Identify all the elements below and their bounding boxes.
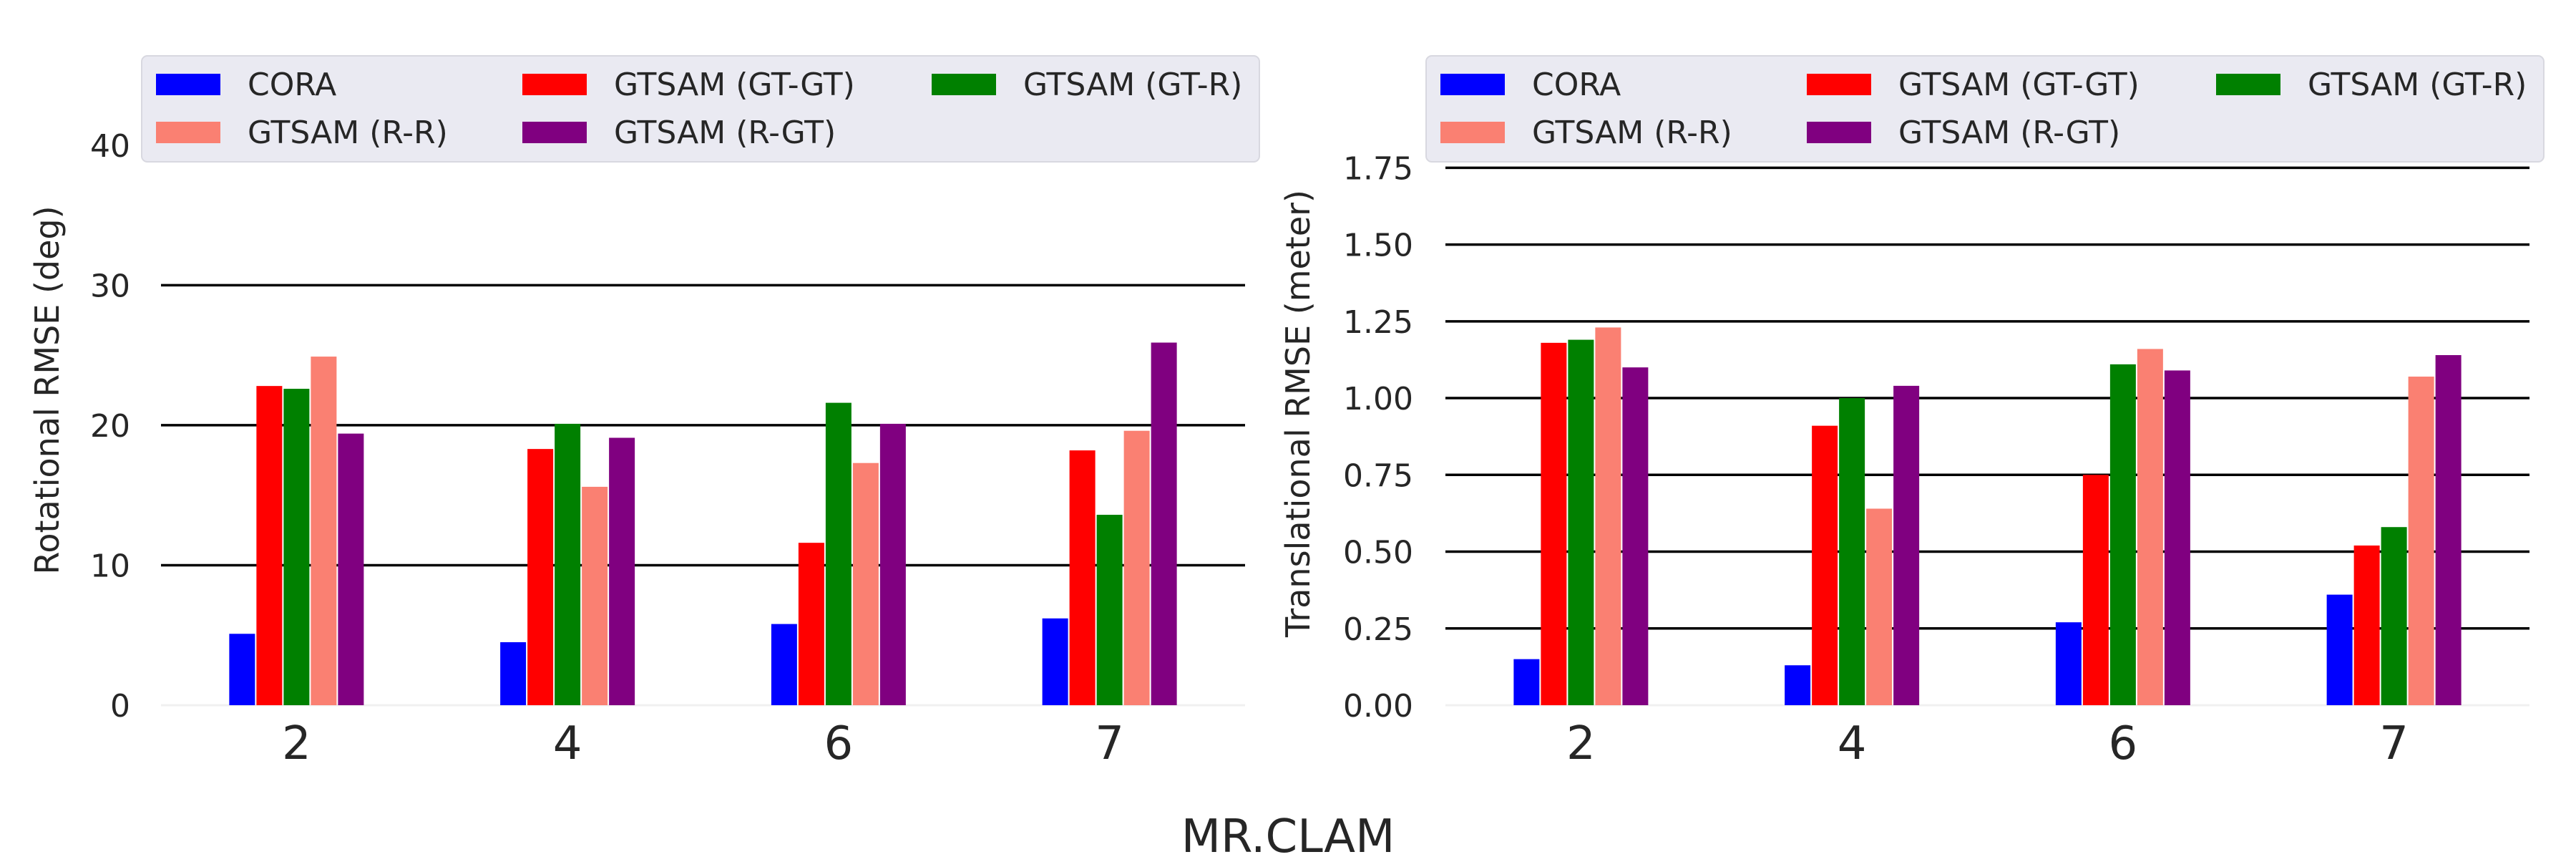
bar xyxy=(555,423,581,705)
legend-label: GTSAM (R-R) xyxy=(248,115,448,151)
bar xyxy=(2055,622,2082,705)
bar xyxy=(825,402,852,705)
y-tick-label: 0.50 xyxy=(1343,535,1413,571)
legend-label: CORA xyxy=(1532,67,1621,103)
bar xyxy=(2381,527,2407,705)
x-tick-label: 6 xyxy=(2109,717,2138,770)
bar xyxy=(1151,342,1177,705)
legend-swatch xyxy=(156,122,220,143)
legend-label: GTSAM (R-GT) xyxy=(614,115,836,151)
legend-swatch xyxy=(1440,122,1505,143)
legend-swatch xyxy=(932,74,996,95)
bar xyxy=(609,437,635,705)
bar xyxy=(1866,508,1893,705)
bar xyxy=(1595,327,1621,705)
bar xyxy=(1568,339,1594,705)
x-tick-label: 2 xyxy=(1566,717,1596,770)
bar xyxy=(1785,665,1811,705)
legend-swatch xyxy=(2216,74,2280,95)
bar xyxy=(1042,618,1068,705)
bar xyxy=(229,634,255,705)
y-tick-label: 0.25 xyxy=(1343,611,1413,648)
legend-label: GTSAM (GT-GT) xyxy=(1898,67,2140,103)
bar xyxy=(2435,355,2462,705)
bar xyxy=(771,624,797,705)
bar xyxy=(338,433,364,705)
bar xyxy=(1541,342,1567,705)
legend-label: GTSAM (R-R) xyxy=(1532,115,1732,151)
figure-xlabel: MR.CLAM xyxy=(1181,810,1395,859)
bar xyxy=(1123,430,1150,705)
y-tick-label: 40 xyxy=(90,128,130,165)
x-tick-label: 4 xyxy=(553,717,582,770)
bar xyxy=(1893,385,1920,705)
y-tick-label: 0.00 xyxy=(1343,688,1413,725)
y-tick-label: 20 xyxy=(90,408,130,445)
legend-label: GTSAM (R-GT) xyxy=(1898,115,2120,151)
bar xyxy=(500,642,527,705)
translational-rmse-chart: 0.00 0.25 0.50 0.75 1.00 1.25 1.50 1.75 Translat… xyxy=(1279,55,2545,770)
y-tick-label: 1.25 xyxy=(1343,304,1413,341)
x-tick-label: 6 xyxy=(824,717,854,770)
bar xyxy=(2408,377,2434,705)
bar xyxy=(2082,475,2109,705)
rotational-rmse-chart: 0 10 20 30 40 Rotational RMSE (deg) 2 4 6 7 CORA GT… xyxy=(28,55,1260,770)
bar xyxy=(582,486,608,705)
x-tick-label: 7 xyxy=(2379,717,2409,770)
bar xyxy=(2137,349,2163,705)
bar xyxy=(1096,515,1123,705)
y-tick-label: 1.00 xyxy=(1343,381,1413,417)
bar xyxy=(283,389,310,705)
legend-label: GTSAM (GT-R) xyxy=(2308,67,2527,103)
bar xyxy=(879,423,906,705)
y-tick-label: 1.75 xyxy=(1343,150,1413,187)
legend-label: GTSAM (GT-R) xyxy=(1023,67,1242,103)
bar xyxy=(256,386,283,705)
legend-swatch xyxy=(522,74,587,95)
bar xyxy=(1069,450,1096,705)
x-tick-label: 4 xyxy=(1838,717,1867,770)
bar xyxy=(1513,659,1540,705)
legend-label: CORA xyxy=(248,67,336,103)
y-axis-label: Rotational RMSE (deg) xyxy=(28,205,67,574)
x-tick-label: 7 xyxy=(1095,717,1124,770)
legend-swatch xyxy=(156,74,220,95)
bar xyxy=(1622,367,1649,705)
legend-swatch xyxy=(1440,74,1505,95)
bar xyxy=(527,449,554,705)
legend-swatch xyxy=(1807,74,1871,95)
y-tick-label: 0 xyxy=(110,688,130,725)
bar xyxy=(1812,425,1838,705)
bar xyxy=(311,357,337,705)
legend-swatch xyxy=(522,122,587,143)
legend-label: GTSAM (GT-GT) xyxy=(614,67,855,103)
legend-swatch xyxy=(1807,122,1871,143)
y-axis-label: Translational RMSE (meter) xyxy=(1279,190,1317,638)
y-tick-label: 30 xyxy=(90,268,130,304)
bar xyxy=(1839,398,1865,705)
bar xyxy=(2353,545,2380,705)
bar xyxy=(852,463,879,705)
bar xyxy=(2164,370,2190,705)
y-tick-label: 10 xyxy=(90,548,130,584)
bar xyxy=(798,543,824,705)
y-tick-label: 0.75 xyxy=(1343,457,1413,494)
y-tick-label: 1.50 xyxy=(1343,228,1413,264)
bar xyxy=(2326,594,2353,705)
bar xyxy=(2109,364,2136,705)
x-tick-label: 2 xyxy=(282,717,311,770)
